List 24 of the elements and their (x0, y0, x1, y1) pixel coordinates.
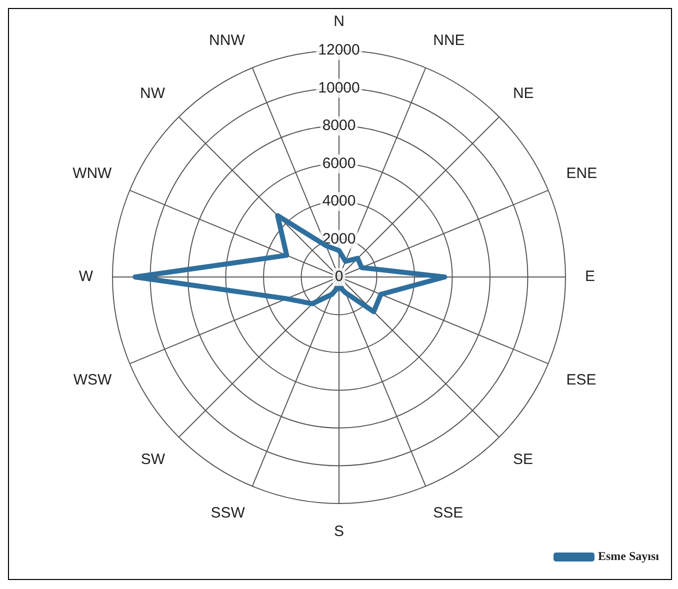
spoke-label: ENE (566, 165, 598, 182)
spoke-label: NW (140, 85, 166, 102)
y-tick-label: 8000 (322, 117, 356, 134)
y-tick-label: 4000 (322, 192, 356, 210)
spoke-label: N (334, 13, 344, 30)
y-tick-label: 0 (334, 268, 344, 286)
spoke-label: NNW (209, 32, 246, 49)
y-tick-label: 2000 (322, 230, 356, 248)
spoke-label: ESE (566, 371, 596, 388)
y-tick-label: 6000 (322, 154, 356, 172)
spoke-label: NNE (433, 32, 465, 49)
spoke-label: NE (512, 85, 534, 102)
y-tick-label: 10000 (318, 79, 360, 96)
spoke-label: S (334, 523, 344, 540)
y-tick-label: 12000 (318, 42, 360, 59)
spoke-label: SE (512, 451, 533, 468)
spoke-label: W (78, 268, 94, 286)
spoke-label: WNW (72, 165, 113, 182)
legend-label: Esme Sayısı (598, 549, 660, 564)
spoke-label: SSE (433, 504, 464, 522)
spoke-label: WSW (73, 371, 113, 388)
spoke-label: E (585, 268, 596, 286)
spoke-label: SSW (210, 504, 246, 522)
spoke-label: SW (140, 451, 166, 468)
